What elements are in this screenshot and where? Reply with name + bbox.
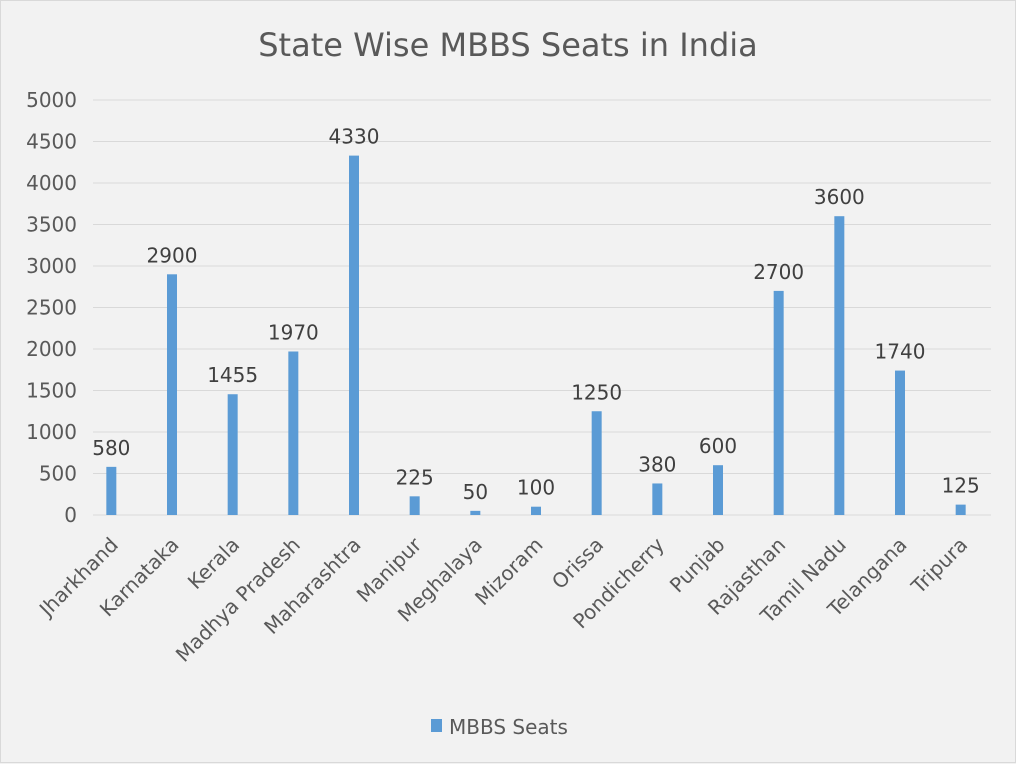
data-label: 100 <box>517 476 555 500</box>
bar <box>713 465 723 515</box>
y-tick-label: 3000 <box>26 254 77 278</box>
data-label: 4330 <box>329 125 380 149</box>
gridlines <box>93 99 991 516</box>
data-label: 1250 <box>571 380 622 404</box>
bar <box>227 394 238 515</box>
bar <box>409 496 420 515</box>
x-category-label: Tripura <box>906 533 972 599</box>
bar <box>167 274 177 515</box>
data-label: 2700 <box>753 260 804 284</box>
bar <box>834 216 845 515</box>
data-label: 50 <box>463 480 488 504</box>
bar <box>288 351 299 515</box>
data-label: 1455 <box>207 363 258 387</box>
y-tick-label: 500 <box>39 462 77 486</box>
bar <box>531 506 541 515</box>
y-tick-label: 4000 <box>26 171 77 195</box>
data-label: 2900 <box>147 243 198 267</box>
data-label: 1740 <box>875 340 926 364</box>
data-label: 225 <box>396 465 434 489</box>
bar <box>591 411 602 515</box>
y-tick-label: 2500 <box>26 296 77 320</box>
data-label: 600 <box>699 434 737 458</box>
y-tick-label: 4500 <box>26 130 77 154</box>
bar <box>652 483 663 515</box>
bar <box>106 466 117 515</box>
y-tick-label: 5000 <box>26 88 77 112</box>
x-category-label: Mizoram <box>470 533 547 610</box>
legend: MBBS Seats <box>431 715 568 739</box>
chart-title: State Wise MBBS Seats in India <box>258 26 758 64</box>
bar <box>773 290 784 515</box>
y-tick-label: 1000 <box>26 420 77 444</box>
legend-label: MBBS Seats <box>449 715 568 739</box>
bars <box>106 155 966 516</box>
legend-swatch <box>431 719 442 732</box>
data-label: 380 <box>638 452 676 476</box>
data-label: 3600 <box>814 185 865 209</box>
data-labels: 580 2900 1455 1970 4330 225 50 100 1250 380 600 270… <box>92 125 980 504</box>
y-tick-label: 0 <box>64 503 77 527</box>
bar <box>955 504 966 515</box>
y-axis-ticks: 0 500 1000 1500 2000 2500 3000 3500 4000 4500 5000 <box>26 88 77 527</box>
y-tick-label: 1500 <box>26 379 77 403</box>
data-label: 1970 <box>268 320 319 344</box>
y-tick-label: 2000 <box>26 337 77 361</box>
bar <box>895 370 905 515</box>
data-label: 580 <box>92 436 130 460</box>
y-tick-label: 3500 <box>26 213 77 237</box>
data-label: 125 <box>942 474 980 498</box>
bar <box>349 155 359 516</box>
bar <box>470 510 481 515</box>
